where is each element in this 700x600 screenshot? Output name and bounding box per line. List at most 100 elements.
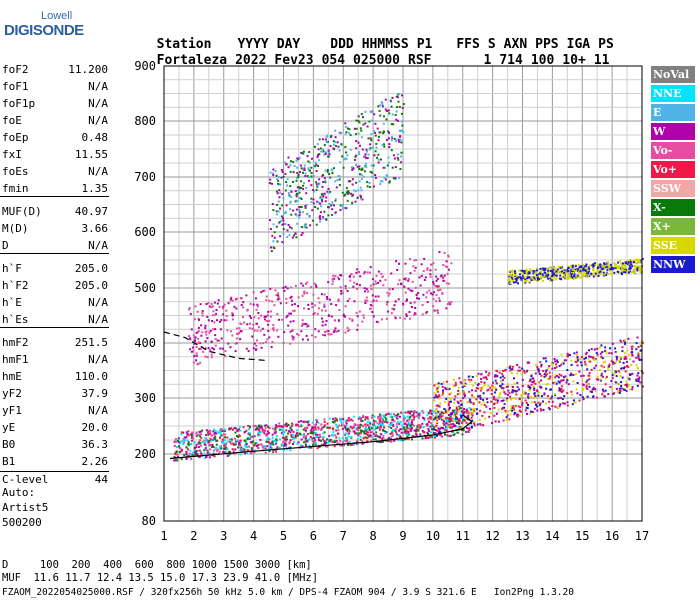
echo-point — [626, 263, 629, 265]
echo-point — [310, 166, 313, 169]
echo-point — [321, 309, 323, 312]
echo-point — [239, 338, 242, 341]
echo-point — [553, 270, 556, 273]
echo-point — [275, 439, 278, 442]
echo-point — [456, 400, 459, 403]
echo-point — [404, 416, 407, 419]
echo-point — [200, 334, 203, 337]
echo-point — [467, 410, 470, 413]
echo-point — [607, 393, 610, 395]
echo-point — [273, 304, 276, 307]
echo-point — [429, 269, 432, 272]
echo-point — [451, 413, 453, 416]
echo-point — [345, 428, 348, 431]
footer-muf-row: MUF 11.6 11.7 12.4 13.5 15.0 17.3 23.9 4… — [2, 572, 319, 584]
echo-point — [596, 263, 599, 266]
echo-point — [313, 441, 316, 443]
echo-point — [460, 403, 463, 406]
param-value: N/A — [88, 165, 108, 178]
echo-point — [592, 266, 595, 269]
echo-point — [250, 452, 253, 455]
echo-point — [406, 415, 409, 418]
echo-point — [405, 315, 408, 318]
param-value: 205.0 — [74, 262, 108, 275]
echo-point — [551, 367, 554, 370]
echo-point — [500, 400, 503, 402]
echo-point — [235, 337, 238, 340]
echo-point — [287, 156, 290, 159]
echo-point — [586, 388, 589, 390]
echo-point — [274, 427, 277, 430]
echo-point — [517, 282, 519, 285]
echo-point — [296, 222, 299, 225]
echo-point — [313, 190, 316, 193]
echo-point — [541, 273, 544, 276]
echo-point — [301, 319, 304, 322]
echo-point — [317, 159, 320, 162]
echo-point — [370, 139, 373, 142]
echo-point — [391, 421, 394, 424]
echo-point — [482, 398, 485, 401]
echo-point — [298, 208, 301, 211]
echo-point — [350, 418, 353, 421]
echo-point — [562, 379, 565, 382]
echo-point — [541, 280, 544, 282]
echo-point — [264, 451, 267, 454]
echo-point — [433, 384, 436, 387]
echo-point — [281, 204, 284, 207]
echo-point — [473, 424, 476, 427]
echo-point — [417, 424, 420, 427]
echo-point — [273, 429, 276, 432]
echo-point — [300, 167, 303, 170]
echo-point — [551, 266, 554, 269]
echo-point — [605, 274, 608, 276]
echo-point — [404, 411, 407, 414]
echo-point — [213, 428, 216, 431]
echo-point — [468, 400, 471, 403]
echo-point — [326, 140, 329, 143]
echo-point — [302, 187, 305, 190]
echo-point — [272, 240, 275, 243]
echo-point — [254, 297, 257, 300]
echo-point — [328, 439, 331, 442]
echo-point — [437, 311, 439, 314]
echo-point — [416, 297, 418, 300]
echo-point — [403, 426, 405, 429]
echo-point — [372, 315, 375, 318]
echo-point — [447, 387, 450, 390]
echo-point — [203, 449, 206, 452]
echo-point — [259, 329, 262, 332]
echo-point — [355, 311, 358, 314]
echo-point — [404, 277, 407, 280]
echo-point — [370, 164, 373, 167]
echo-point — [528, 272, 531, 275]
echo-point — [445, 425, 448, 428]
param-label: MUF(D) — [2, 205, 42, 218]
echo-point — [311, 421, 314, 424]
echo-point — [315, 284, 318, 287]
echo-point — [290, 295, 293, 298]
echo-point — [475, 398, 478, 401]
echo-point — [417, 415, 420, 418]
echo-point — [547, 269, 550, 272]
echo-point — [455, 412, 458, 415]
echo-point — [635, 348, 638, 351]
echo-point — [269, 315, 272, 318]
header-ddd-value: 054 — [321, 53, 346, 68]
echo-point — [292, 433, 294, 436]
echo-point — [627, 337, 630, 340]
echo-point — [236, 439, 239, 442]
echo-point — [296, 192, 299, 195]
echo-point — [316, 156, 319, 159]
echo-point — [560, 380, 563, 383]
echo-point — [344, 434, 346, 437]
echo-point — [516, 389, 519, 392]
echo-point — [400, 120, 403, 123]
echo-point — [269, 310, 272, 313]
echo-point — [333, 319, 336, 322]
echo-point — [312, 293, 315, 296]
echo-point — [236, 435, 238, 437]
echo-point — [521, 272, 524, 275]
echo-point — [319, 197, 322, 200]
echo-point — [566, 355, 569, 358]
